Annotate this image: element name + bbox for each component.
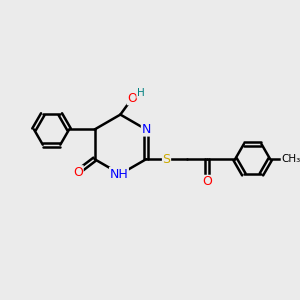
- Text: NH: NH: [110, 168, 128, 181]
- Text: O: O: [127, 92, 137, 105]
- Text: N: N: [141, 123, 151, 136]
- Text: O: O: [202, 176, 212, 188]
- Text: H: H: [137, 88, 145, 98]
- Text: CH₃: CH₃: [281, 154, 300, 164]
- Text: S: S: [163, 153, 170, 166]
- Text: O: O: [73, 166, 83, 179]
